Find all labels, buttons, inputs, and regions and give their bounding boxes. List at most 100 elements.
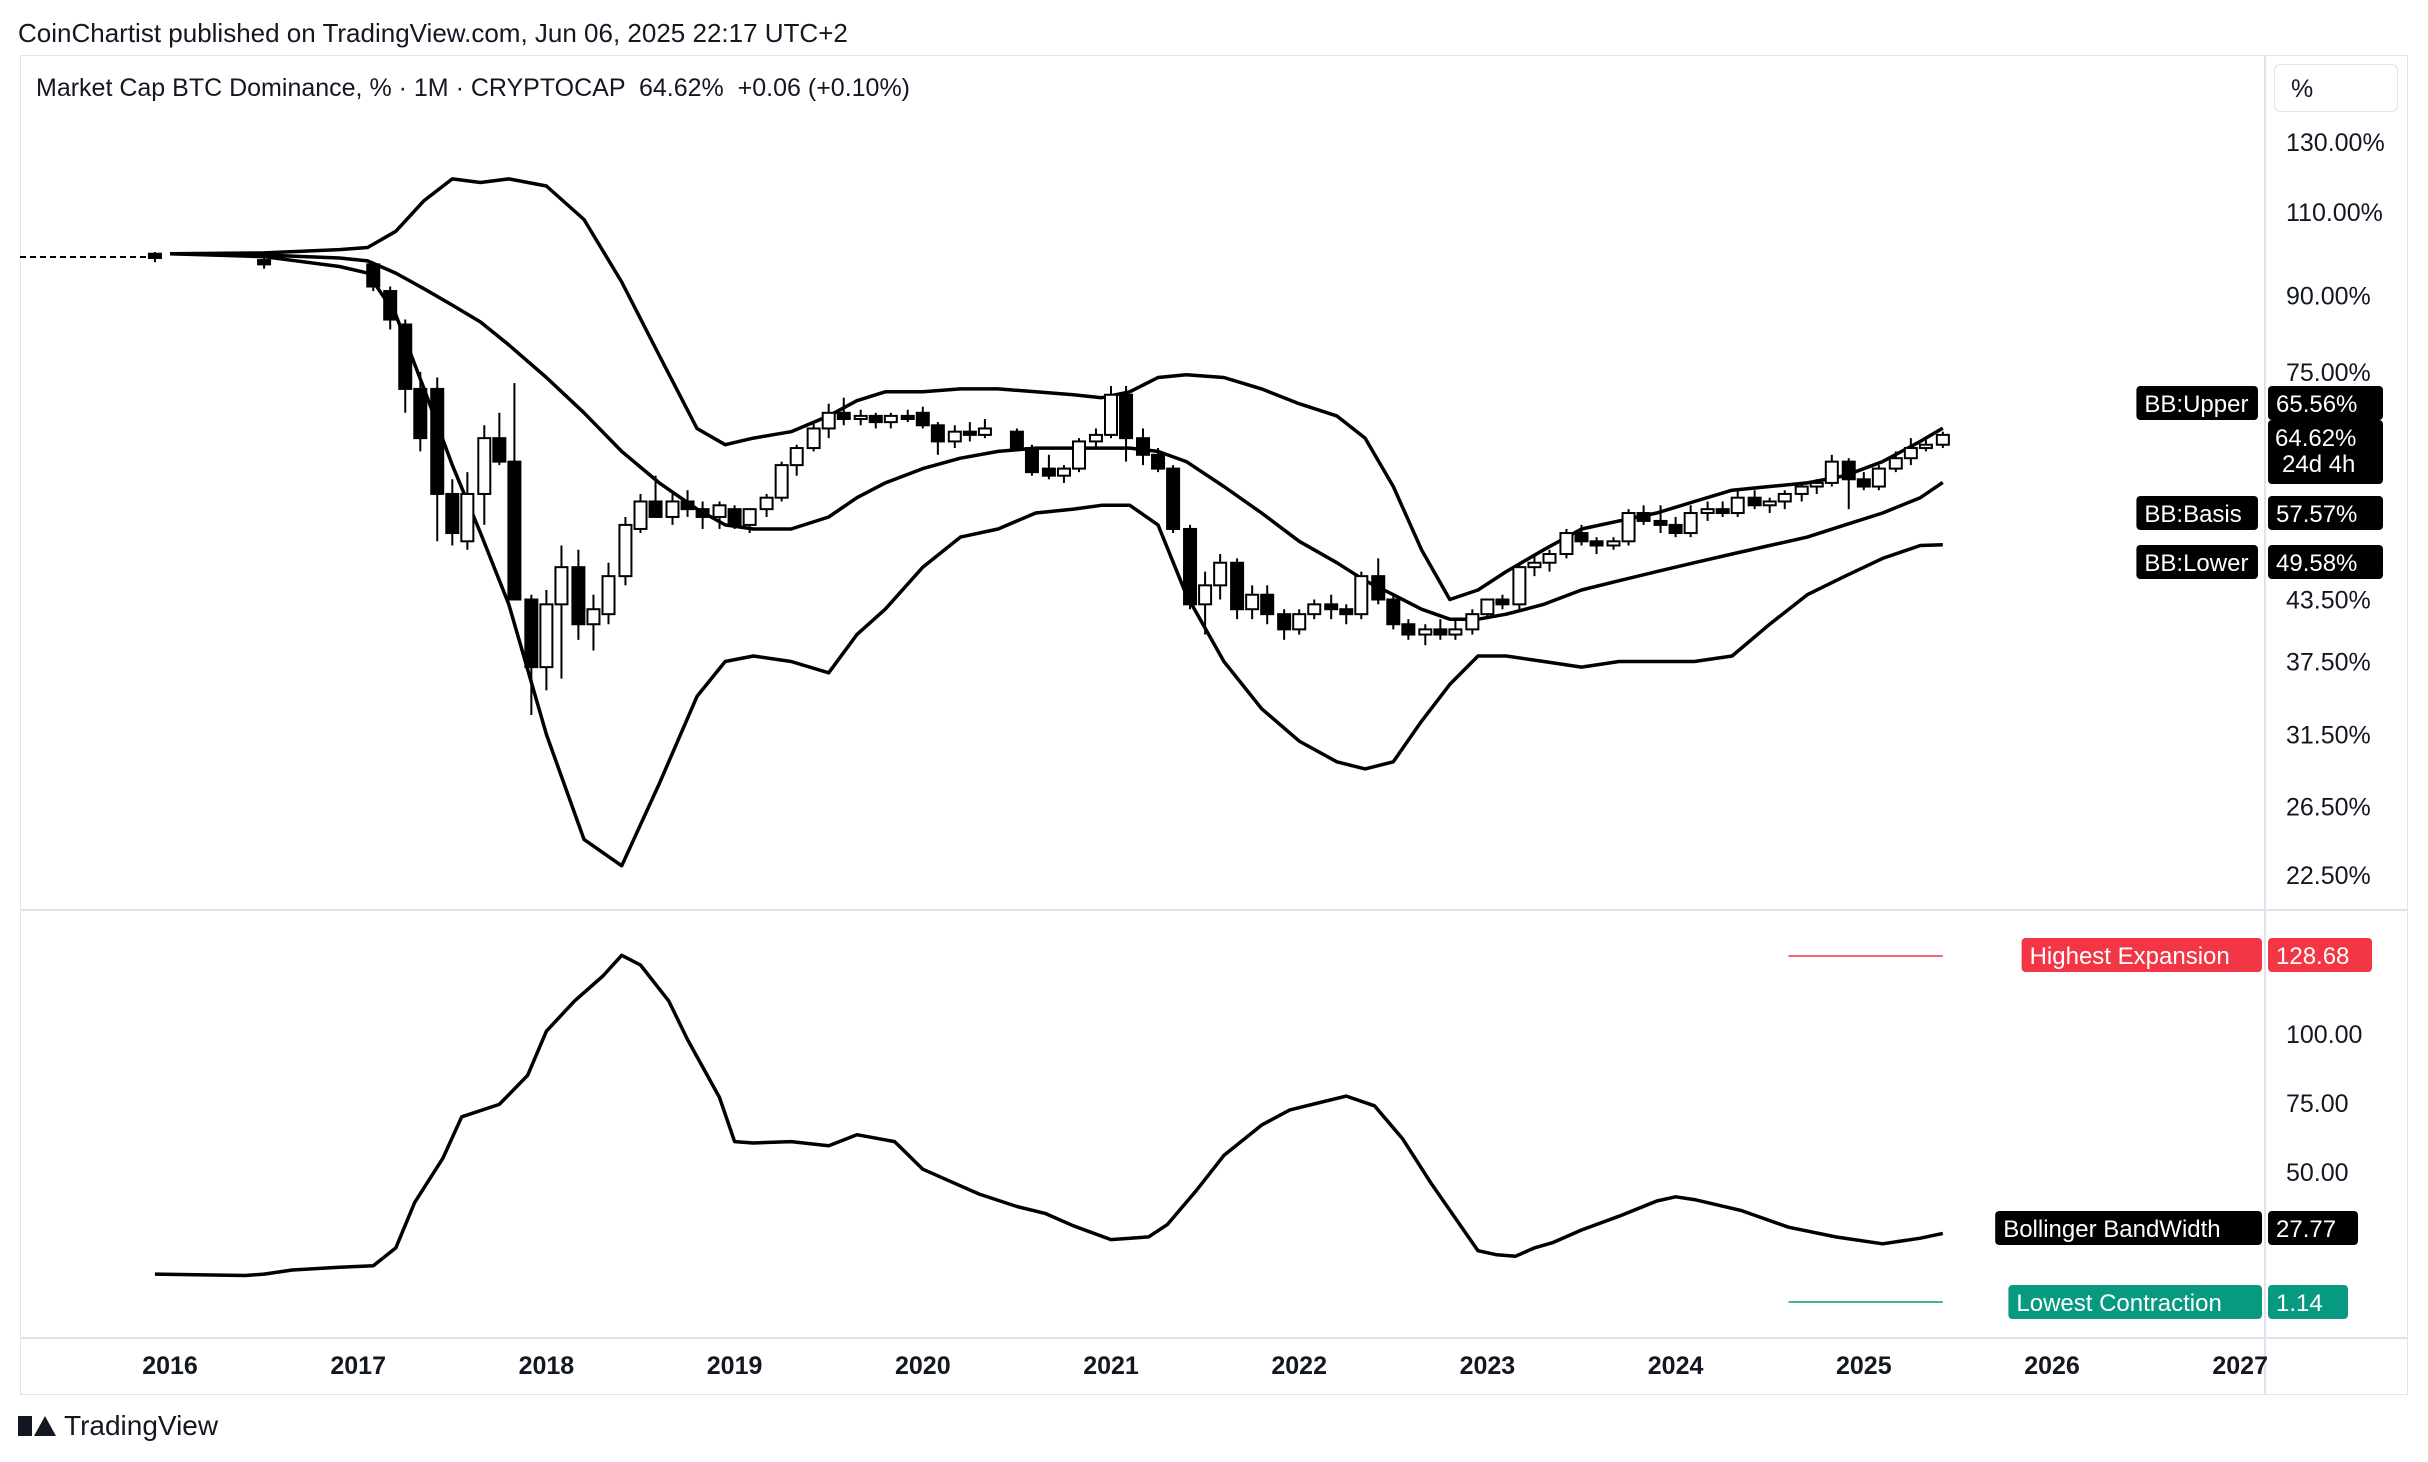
- candle: [1151, 448, 1166, 473]
- indicator-tag-label-bg: [1995, 1211, 2262, 1245]
- candle: [1339, 604, 1354, 625]
- candle: [539, 590, 554, 691]
- candle-body: [507, 460, 522, 601]
- candle: [1856, 472, 1871, 491]
- candle: [806, 422, 821, 452]
- chart-legend: Market Cap BTC Dominance, % · 1M · CRYPT…: [36, 74, 910, 103]
- y-tick-label: 75.00: [2286, 1090, 2349, 1118]
- candle-body: [1386, 598, 1401, 626]
- candle: [1683, 505, 1698, 538]
- price-tag-label: BB:Upper: [2144, 391, 2248, 418]
- candle: [774, 461, 789, 502]
- bar-countdown: 24d 4h: [2282, 451, 2355, 478]
- candle-body: [1183, 527, 1198, 606]
- candle-body: [1935, 433, 1950, 446]
- candle-body: [1824, 460, 1839, 484]
- candle-body: [1762, 500, 1777, 507]
- candle-body: [1339, 608, 1354, 616]
- candle-body: [1542, 553, 1557, 564]
- candle-body: [1841, 460, 1856, 481]
- candle: [1715, 501, 1730, 517]
- x-tick-label: 2024: [1648, 1352, 1704, 1380]
- current-price-bg: [2268, 420, 2383, 484]
- candle: [695, 501, 710, 529]
- price-tag-value: 65.56%: [2276, 391, 2357, 418]
- current-price-value: 64.62%: [2275, 425, 2356, 452]
- candle-body: [774, 464, 789, 499]
- candle-body: [1495, 598, 1510, 606]
- x-tick-label: 2022: [1271, 1352, 1327, 1380]
- candle: [1119, 386, 1134, 462]
- candle-body: [836, 411, 851, 420]
- candle-body: [977, 427, 992, 436]
- y-tick-label: 43.50%: [2286, 587, 2371, 615]
- percent-scale-button[interactable]: %: [2274, 64, 2398, 112]
- y-tick-label: 37.50%: [2286, 649, 2371, 677]
- candle: [1166, 465, 1181, 534]
- candle: [1056, 465, 1071, 483]
- candle-body: [618, 523, 633, 578]
- candle: [413, 371, 428, 452]
- candle: [853, 409, 868, 426]
- candle-body: [1307, 603, 1322, 616]
- candle-body: [1041, 467, 1056, 477]
- candle: [665, 493, 680, 525]
- candle-body: [601, 575, 616, 616]
- candle: [477, 425, 492, 525]
- candle: [383, 286, 398, 330]
- candle: [962, 422, 977, 442]
- x-tick-label: 2021: [1083, 1352, 1139, 1380]
- candle: [586, 594, 601, 651]
- candle-body: [1715, 508, 1730, 515]
- candle: [930, 422, 945, 455]
- candle: [1824, 454, 1839, 487]
- candle-body: [806, 427, 821, 450]
- indicator-tag-label-bg: [2008, 1285, 2262, 1319]
- candle: [1213, 554, 1228, 600]
- candle-body: [1354, 575, 1369, 616]
- candle: [1401, 619, 1416, 640]
- candle-body: [1198, 584, 1213, 606]
- candle: [1559, 528, 1574, 559]
- candle-body: [1621, 512, 1636, 543]
- candle: [1307, 599, 1322, 620]
- price-tag-label-bg: [2136, 545, 2258, 579]
- candle-body: [1465, 613, 1480, 631]
- candle: [492, 412, 507, 466]
- x-tick-label: 2020: [895, 1352, 951, 1380]
- candle-body: [1888, 457, 1903, 470]
- band-line-bbbasis: [169, 251, 1944, 621]
- candle: [648, 475, 663, 518]
- candle-body: [868, 414, 883, 424]
- candle: [977, 418, 992, 439]
- candle-body: [1747, 496, 1762, 507]
- candle-body: [524, 598, 539, 669]
- candle: [366, 262, 381, 292]
- brand-label: TradingView: [64, 1410, 219, 1441]
- candle-body: [915, 411, 930, 427]
- candle: [742, 508, 757, 534]
- candle-body: [586, 608, 601, 626]
- chart-frame: [20, 55, 2408, 1395]
- candle: [524, 594, 539, 715]
- candle-body: [413, 387, 428, 440]
- indicator-tag-value-bg: [2268, 938, 2372, 972]
- candle: [257, 257, 272, 269]
- band-line-bblower: [169, 251, 1943, 868]
- candle: [1636, 505, 1651, 525]
- tradingview-logo-icon: [18, 1416, 56, 1436]
- bandwidth-line: [154, 953, 1944, 1278]
- candle-body: [1245, 593, 1260, 611]
- candle-body: [1104, 393, 1118, 436]
- candle: [1386, 594, 1401, 630]
- candle: [1668, 516, 1683, 538]
- y-tick-label: 110.00%: [2286, 199, 2383, 227]
- candle: [1542, 549, 1557, 572]
- candle: [1606, 537, 1621, 550]
- indicator-tag-value-bg: [2268, 1211, 2358, 1245]
- candle-body: [477, 437, 492, 495]
- candle-body: [1683, 512, 1698, 535]
- candle: [147, 252, 162, 263]
- candle: [868, 412, 883, 429]
